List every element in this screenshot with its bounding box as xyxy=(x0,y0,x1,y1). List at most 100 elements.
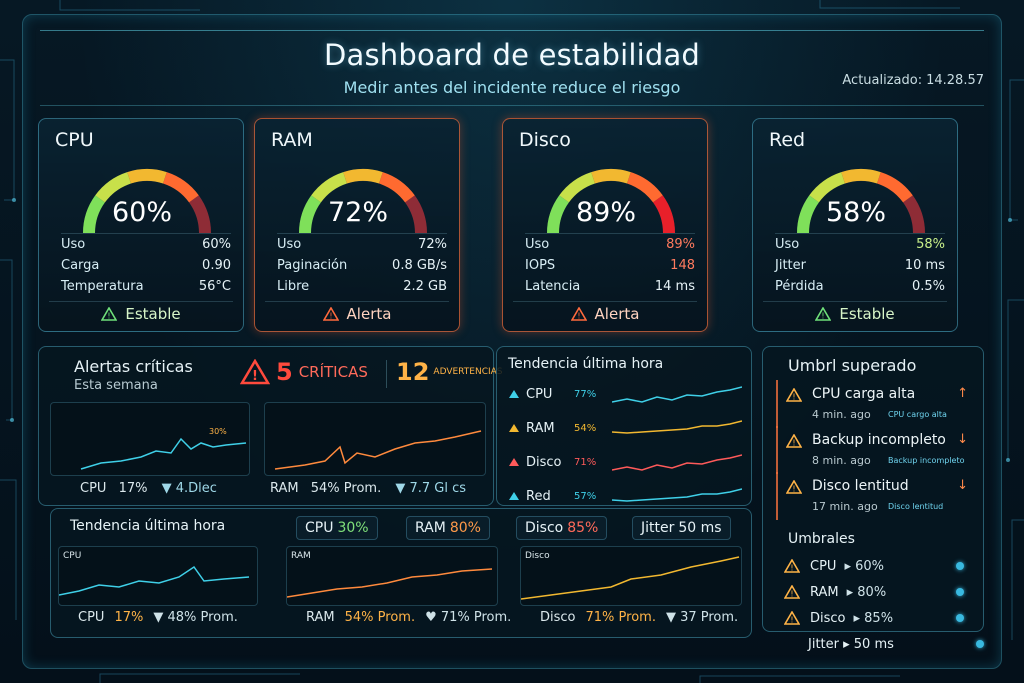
warning-icon: ! xyxy=(784,611,800,625)
stat-row-disk: Latencia 14 ms xyxy=(525,276,695,297)
trend-row-disco[interactable]: Disco 71% xyxy=(508,448,744,476)
threshold-cpu[interactable]: ! CPU ▸ 60% xyxy=(776,554,972,578)
pill-cpu[interactable]: CPU 30% xyxy=(296,516,378,540)
critical-count-group[interactable]: ! 5 CRÍTICAS xyxy=(240,358,368,386)
stat-row-cpu: Carga 0.90 xyxy=(61,255,231,276)
trend-row-ram[interactable]: RAM 54% xyxy=(508,414,744,442)
status-badge-cpu[interactable]: ! Estable xyxy=(49,301,233,325)
card-title-cpu: CPU xyxy=(55,129,94,151)
alerts-chart-ram-foot: RAM 54% Prom. ▼ 7.7 Gl cs xyxy=(270,481,466,496)
trend-pct: 71% xyxy=(574,456,597,468)
trend-chart-line xyxy=(58,565,250,596)
trend-chart-plot xyxy=(58,565,250,596)
gauge-segment-network xyxy=(876,172,913,203)
alerts-cpu-value: 17% xyxy=(118,481,148,496)
gauge-segment-network xyxy=(902,195,925,234)
gauge-cpu xyxy=(83,169,211,234)
warning-icon: ! xyxy=(786,434,802,448)
status-badge-disk[interactable]: ! Alerta xyxy=(513,301,697,325)
warning-icon: ! xyxy=(786,480,802,494)
threshold-ram[interactable]: ! RAM ▸ 80% xyxy=(776,580,972,604)
alerts-chart-cpu-line xyxy=(80,437,247,470)
stat-label: Uso xyxy=(775,237,800,252)
alerts-chart-cpu-foot: CPU 17% ▼ 4.Dlec xyxy=(80,481,217,496)
stats-cpu: Uso 60% Carga 0.90 Temperatura 56°C xyxy=(61,233,231,297)
stat-value: 56°C xyxy=(198,279,231,294)
thresholds-title: Umbrales xyxy=(788,531,855,547)
foot-extra: ▼ 37 Prom. xyxy=(665,610,739,625)
stat-value: 14 ms xyxy=(654,279,695,294)
stat-value: 72% xyxy=(418,237,447,252)
trend-arrow-icon xyxy=(509,390,519,398)
trend-row-cpu[interactable]: CPU 77% xyxy=(508,380,744,408)
foot-label: Disco xyxy=(540,610,576,625)
threshold-alert-item[interactable]: ! Disco lentitud 17 min. ago Disco lentitud… xyxy=(776,472,972,520)
warning-label: ADVERTENCIAS xyxy=(433,367,503,377)
svg-text:!: ! xyxy=(792,485,795,494)
trend-chart-cpu[interactable]: CPU xyxy=(58,546,258,606)
threshold-disco[interactable]: ! Disco ▸ 85% xyxy=(776,606,972,630)
alert-tag: CPU cargo alta xyxy=(888,410,947,419)
gauge-segment-disk xyxy=(652,195,675,234)
alert-icon: ! xyxy=(570,306,587,321)
trend-label: Disco xyxy=(526,454,562,470)
svg-text:!: ! xyxy=(329,311,332,320)
trend-chart-disco[interactable]: Disco xyxy=(520,546,742,606)
stats-ram: Uso 72% Paginación 0.8 GB/s Libre 2.2 GB xyxy=(277,233,447,297)
header-bar xyxy=(40,30,984,106)
threshold-alert-item[interactable]: ! Backup incompleto 8 min. ago Backup incom… xyxy=(776,426,972,474)
metric-card-cpu[interactable]: CPU 60% Uso 60% Carga 0.90 Temperatura 56°C! Est… xyxy=(38,118,244,332)
pill-value: 80% xyxy=(449,520,481,536)
trend-pct: 54% xyxy=(574,422,597,434)
stat-label: Latencia xyxy=(525,279,581,294)
alerts-chart-ram-line xyxy=(274,430,482,470)
status-badge-ram[interactable]: ! Alerta xyxy=(265,301,449,325)
status-label: Estable xyxy=(125,304,181,323)
alerts-chart-cpu[interactable]: 30% xyxy=(50,402,250,476)
jitter-threshold-label: Jitter ▸ 50 ms xyxy=(808,636,894,652)
status-badge-network[interactable]: ! Estable xyxy=(763,301,947,325)
alerts-ram-extra: ▼ 7.7 Gl cs xyxy=(395,481,467,496)
pill-value: 85% xyxy=(567,520,599,536)
trend-sparkline-red xyxy=(612,488,742,502)
threshold-alert-item[interactable]: ! CPU carga alta 4 min. ago CPU cargo alta ↑ xyxy=(776,380,972,428)
alert-time: 17 min. ago xyxy=(812,500,878,513)
trend-row-red[interactable]: Red 57% xyxy=(508,482,744,510)
trend-small-title: Tendencia última hora xyxy=(508,356,664,372)
gauge-segment-cpu xyxy=(162,172,199,203)
warning-icon: ! xyxy=(786,388,802,402)
sparkline-line xyxy=(612,488,742,502)
threshold-status-dot xyxy=(956,588,964,596)
critical-count: 5 xyxy=(276,358,293,386)
trend-pct: 57% xyxy=(574,490,597,502)
svg-text:!: ! xyxy=(822,311,825,320)
pill-jitter[interactable]: Jitter 50 ms xyxy=(632,516,731,540)
stat-label: Carga xyxy=(61,258,100,273)
gauge-segment-network xyxy=(841,169,881,184)
card-title-ram: RAM xyxy=(271,129,313,151)
status-label: Alerta xyxy=(346,304,392,323)
alert-arrow-icon: ↓ xyxy=(957,432,968,447)
alert-tag: Backup incompleto xyxy=(888,456,965,465)
svg-text:!: ! xyxy=(252,369,258,384)
metric-card-network[interactable]: Red 58% Uso 58% Jitter 10 ms Pérdida 0.5%! Estab… xyxy=(752,118,958,332)
stat-row-ram: Paginación 0.8 GB/s xyxy=(277,255,447,276)
alert-title: CPU carga alta xyxy=(812,386,916,402)
trend-chart-ram[interactable]: RAM xyxy=(286,546,498,606)
pill-disco[interactable]: Disco 85% xyxy=(516,516,608,540)
jitter-threshold[interactable]: Jitter ▸ 50 ms xyxy=(808,632,1004,656)
divider xyxy=(386,360,387,388)
alert-tag: Disco lentitud xyxy=(888,502,944,511)
pill-label: RAM xyxy=(415,520,446,536)
stat-value: 2.2 GB xyxy=(403,279,447,294)
alerts-chart-ram[interactable] xyxy=(264,402,486,476)
metric-card-ram[interactable]: RAM 72% Uso 72% Paginación 0.8 GB/s Libre 2.2 G… xyxy=(254,118,460,332)
ok-icon: ! xyxy=(815,306,832,321)
stat-row-disk: Uso 89% xyxy=(525,234,695,255)
card-title-disk: Disco xyxy=(519,129,571,151)
warning-count-group[interactable]: 12 ADVERTENCIAS xyxy=(396,358,503,386)
stat-label: Uso xyxy=(277,237,302,252)
pill-ram[interactable]: RAM 80% xyxy=(406,516,490,540)
stat-row-disk: IOPS 148 xyxy=(525,255,695,276)
metric-card-disk[interactable]: Disco 89% Uso 89% IOPS 148 Latencia 14 ms! Alert… xyxy=(502,118,708,332)
